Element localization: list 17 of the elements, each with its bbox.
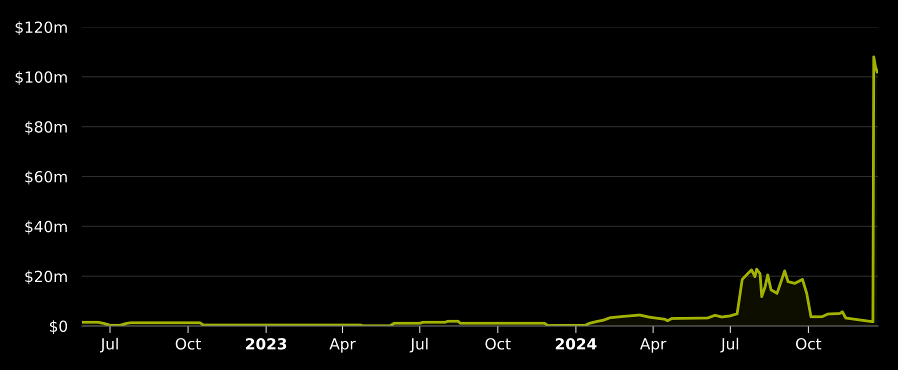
y-tick-label: $0 (50, 320, 68, 334)
x-tick-label: Jul (410, 338, 428, 352)
x-tick-label: 2024 (556, 338, 596, 350)
x-tick-label: Oct (796, 338, 822, 350)
x-tick-label: Apr (640, 338, 666, 353)
x-tick-label: Oct (176, 338, 201, 350)
x-tick-label: Oct (485, 338, 511, 350)
y-tick-label: $60m (25, 170, 67, 185)
x-tick-label: Jul (720, 338, 738, 352)
y-tick-label: $80m (25, 120, 67, 135)
y-tick-label: $120m (16, 21, 67, 36)
x-tick-label: 2023 (246, 338, 286, 350)
y-tick-label: $20m (25, 270, 67, 284)
y-tick-label: $100m (16, 71, 67, 85)
y-tick-label: $40m (25, 220, 67, 234)
x-tick-label: Jul (100, 338, 118, 352)
x-tick-label: Apr (329, 338, 356, 353)
